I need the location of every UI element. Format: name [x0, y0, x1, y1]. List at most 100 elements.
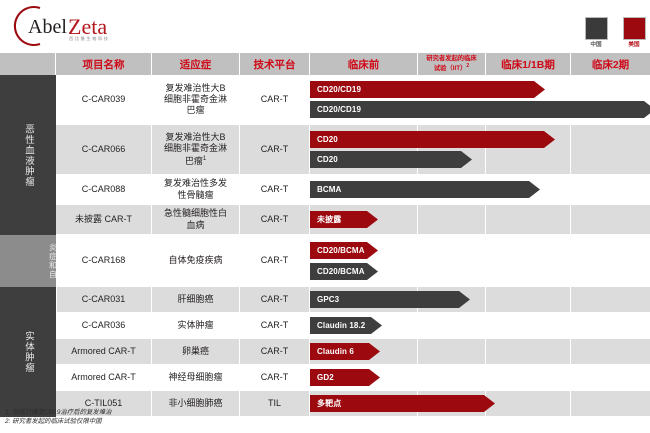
cell-track-phase2 [571, 287, 650, 313]
cell-platform: CAR-T [240, 287, 310, 313]
legend-label-china: 中国 [590, 42, 602, 48]
category-label: 实体肿瘤 [23, 331, 34, 373]
cell-indication: 肝细胞癌 [152, 287, 240, 313]
legend-item-usa: 美国 [622, 17, 646, 49]
category-label: 恶性血液肿瘤 [23, 123, 34, 187]
cell-indication: 卵巢癌 [152, 339, 240, 365]
cell-track-phase2 [571, 313, 650, 339]
cell-program: C-CAR036 [56, 313, 152, 339]
cell-indication: 复发难治性多发 性骨髓瘤 [152, 175, 240, 205]
table-body: 恶性血液肿瘤 C-CAR039 复发难治性大B 细胞非霍奇金淋 巴瘤 CAR-T CD20/… [0, 75, 650, 418]
cell-track-preclinical [310, 365, 418, 391]
cell-track-phase2 [571, 175, 650, 205]
category-label-col-b: 炎症和自 [48, 243, 57, 279]
cell-track-iit [418, 339, 486, 365]
cell-track-phase1 [486, 365, 571, 391]
pipeline-table: 项目名称 适应症 技术平台 临床前 研究者发起的临床 试验（IIT）2 临床1/… [0, 53, 650, 418]
cell-track-phase2 [571, 235, 650, 287]
cell-track-phase2 [571, 391, 650, 417]
footnote-1: 1: 包括已接受CD19治疗后的复发难治 [5, 409, 112, 416]
cell-program: C-CAR039 [56, 75, 152, 125]
cell-track-preclinical [310, 175, 418, 205]
header-iit-line2: 试验（IIT） [433, 65, 467, 73]
footnotes: 1: 包括已接受CD19治疗后的复发难治 2: 研究者发起的临床试验仅限中国 [5, 408, 112, 426]
cell-track-phase2 [571, 339, 650, 365]
cell-platform: CAR-T [240, 235, 310, 287]
cell-indication: 急性髓细胞性白 血病 [152, 205, 240, 235]
header-iit-line1: 研究者发起的临床 [426, 55, 477, 63]
cell-track-phase1 [486, 339, 571, 365]
cell-indication: 复发难治性大B 细胞非霍奇金淋 巴瘤 [152, 75, 240, 125]
table-row: 恶性血液肿瘤 C-CAR039 复发难治性大B 细胞非霍奇金淋 巴瘤 CAR-T CD20/… [0, 75, 650, 236]
table-row: 实体肿瘤 C-CAR031 肝细胞癌 CAR-T GPC3 [0, 287, 650, 418]
legend-swatch-usa [622, 17, 646, 40]
cell-track-iit [418, 75, 486, 125]
cell-track-preclinical [310, 235, 418, 287]
cell-track-phase1 [486, 391, 571, 417]
cell-program: C-CAR168 [56, 235, 152, 287]
abelzeta-logo: Abel Zeta 西比曼生物科技 [6, 4, 134, 48]
cell-platform: CAR-T [240, 313, 310, 339]
cell-track-preclinical [310, 391, 418, 417]
header-phase2: 临床2期 [591, 58, 630, 71]
header-iit-sup: 2 [466, 62, 470, 69]
cell-track-phase2 [571, 75, 650, 125]
cell-program: C-CAR031 [56, 287, 152, 313]
table-row: C-CAR066 复发难治性大B 细胞非霍奇金淋 巴瘤1 CAR-T CD20 CD20 [0, 125, 650, 175]
table-row: 未披露 CAR-T 急性髓细胞性白 血病 CAR-T 未披露 [0, 205, 650, 235]
header-preclinical: 临床前 [310, 53, 418, 75]
cell-track-iit [418, 125, 486, 175]
category-block-0: 恶性血液肿瘤 [0, 75, 57, 236]
cell-track-iit [418, 205, 486, 235]
table-row: 免疫疾病炎症和自C-CAR168自体免疫疾病CAR-TCD20/BCMACD20… [0, 235, 650, 288]
header-phase1: 临床1/1B期 [486, 53, 571, 75]
header-platform: 技术平台 [240, 53, 310, 75]
table-row: C-TIL051 非小细胞肺癌 TIL 多靶点 [0, 391, 650, 417]
cell-platform: CAR-T [240, 75, 310, 125]
cell-track-phase1 [486, 235, 571, 287]
cell-track-iit [418, 235, 486, 287]
cell-track-preclinical [310, 75, 418, 125]
cell-program: C-CAR088 [56, 175, 152, 205]
cell-track-phase1 [486, 313, 571, 339]
cell-track-phase2 [571, 365, 650, 391]
table-row: Armored CAR-T 神经母细胞瘤 CAR-T GD2 [0, 365, 650, 391]
cell-track-preclinical [310, 313, 418, 339]
legend-label-usa: 美国 [628, 42, 640, 48]
cell-platform: CAR-T [240, 175, 310, 205]
table-row: C-CAR036 实体肿瘤 CAR-T Claudin 18.2 [0, 313, 650, 339]
legend-item-china: 中国 [584, 17, 608, 49]
cell-track-iit [418, 175, 486, 205]
cell-platform: CAR-T [240, 125, 310, 175]
table-row: Armored CAR-T 卵巢癌 CAR-T Claudin 6 [0, 339, 650, 365]
cell-track-phase1 [486, 287, 571, 313]
cell-indication: 实体肿瘤 [152, 313, 240, 339]
header-category [0, 53, 56, 75]
cell-track-phase1 [486, 125, 571, 175]
cell-track-iit [418, 287, 486, 313]
cell-track-preclinical [310, 205, 418, 235]
cell-track-iit [418, 391, 486, 417]
cell-track-phase1 [486, 175, 571, 205]
cell-track-preclinical [310, 287, 418, 313]
cell-indication: 非小细胞肺癌 [152, 391, 240, 417]
svg-text:Abel: Abel [28, 16, 67, 38]
cell-track-phase2 [571, 205, 650, 235]
table-header-row: 项目名称 适应症 技术平台 临床前 研究者发起的临床 试验（IIT）2 临床1/… [0, 53, 650, 75]
cell-track-phase1 [486, 205, 571, 235]
header-iit: 研究者发起的临床 试验（IIT）2 [418, 53, 486, 75]
cell-program: Armored CAR-T [56, 339, 152, 365]
cell-track-phase1 [486, 75, 571, 125]
cell-indication: 复发难治性大B 细胞非霍奇金淋 巴瘤1 [152, 125, 240, 175]
cell-track-phase2 [571, 125, 650, 175]
legend-swatch-china [584, 17, 608, 40]
cell-track-iit [418, 365, 486, 391]
header-program: 项目名称 [56, 53, 152, 75]
cell-platform: CAR-T [240, 205, 310, 235]
cell-track-iit [418, 313, 486, 339]
cell-platform: CAR-T [240, 365, 310, 391]
svg-text:Zeta: Zeta [68, 14, 107, 39]
cell-indication: 神经母细胞瘤 [152, 365, 240, 391]
cell-program: Armored CAR-T [56, 365, 152, 391]
